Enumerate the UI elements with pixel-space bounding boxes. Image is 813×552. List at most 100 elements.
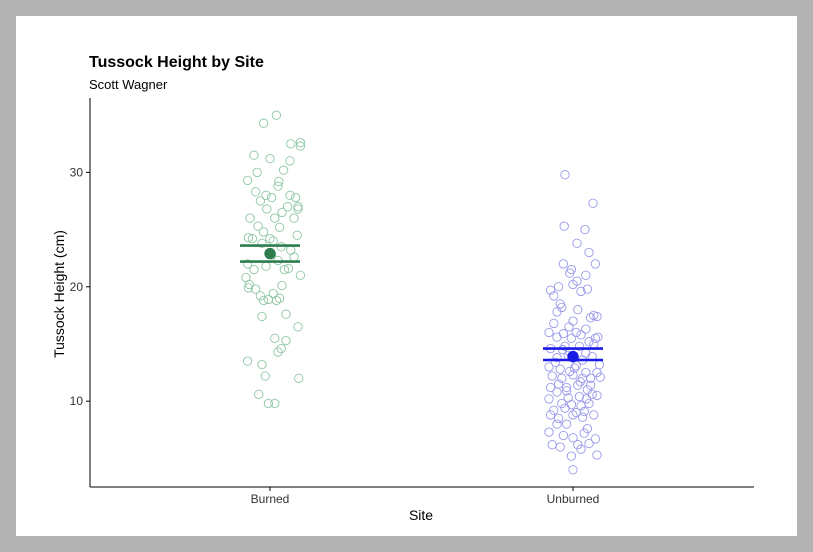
unburned-data-point	[544, 427, 554, 437]
burned-data-point	[281, 309, 291, 319]
burned-data-point	[271, 295, 282, 306]
unburned-data-point	[564, 322, 574, 332]
unburned-mean-point	[567, 350, 579, 363]
unburned-data-point	[552, 387, 562, 397]
unburned-data-point	[584, 398, 594, 409]
burned-data-point	[243, 232, 254, 243]
unburned-data-point	[547, 371, 557, 381]
figure-frame: Tussock Height by Site Scott Wagner 10 20…	[16, 16, 797, 536]
unburned-data-point	[576, 286, 586, 297]
unburned-data-point	[569, 363, 580, 373]
unburned-data-point	[566, 333, 577, 343]
burned-data-point	[270, 213, 280, 223]
unburned-data-point	[590, 434, 601, 444]
burned-data-point	[278, 165, 289, 175]
burned-data-point	[266, 192, 277, 203]
unburned-data-point	[577, 412, 588, 422]
burned-data-point	[285, 156, 295, 166]
scatter-chart: 10 20 30 Burned Unburned Site Tussock Height…	[51, 98, 754, 523]
x-tick-label: Burned	[251, 492, 290, 506]
unburned-data-point	[585, 380, 596, 390]
unburned-data-point	[587, 389, 597, 399]
burned-data-point	[257, 359, 267, 370]
burned-data-point	[262, 204, 272, 214]
burned-data-point	[263, 398, 274, 409]
unburned-data-point	[573, 305, 583, 315]
unburned-data-point	[585, 373, 596, 383]
unburned-data-point	[574, 391, 585, 402]
unburned-data-point	[594, 359, 605, 370]
unburned-data-point	[568, 410, 578, 420]
burned-data-point	[258, 295, 269, 306]
burned-data-point	[294, 373, 304, 383]
burned-data-point	[249, 150, 259, 160]
unburned-data-point	[552, 307, 562, 317]
unburned-data-point	[592, 450, 602, 460]
axes: 10 20 30 Burned Unburned	[70, 98, 754, 506]
unburned-data-point	[588, 198, 598, 208]
unburned-data-point	[561, 386, 572, 396]
burned-data-point	[289, 252, 299, 262]
unburned-data-point	[552, 419, 562, 429]
burned-data-point	[276, 343, 286, 354]
burned-data-point	[277, 280, 287, 291]
unburned-data-point	[581, 270, 591, 280]
unburned-data-point	[555, 364, 565, 374]
burned-data-point	[295, 137, 306, 148]
burned-data-point	[290, 192, 301, 203]
unburned-data-point	[568, 279, 578, 290]
burned-data-point	[282, 202, 293, 212]
x-axis-label: Site	[409, 507, 433, 523]
unburned-data-point	[549, 405, 559, 415]
y-tick-label: 20	[70, 280, 84, 294]
burned-data-point	[253, 221, 263, 231]
unburned-data-point	[566, 264, 577, 275]
unburned-data-point	[558, 329, 569, 339]
unburned-data-point	[544, 362, 554, 372]
burned-data-point	[274, 222, 285, 232]
burned-data-point	[279, 264, 290, 275]
burned-data-point	[258, 118, 269, 128]
unburned-data-point	[549, 318, 559, 329]
unburned-data-point	[566, 451, 577, 461]
unburned-data-point	[581, 367, 591, 378]
unburned-data-point	[549, 291, 559, 301]
burned-data-point	[258, 227, 269, 237]
unburned-data-point	[581, 348, 591, 358]
burned-data-point	[293, 322, 303, 332]
unburned-data-point	[590, 259, 601, 269]
unburned-data-point	[568, 316, 578, 326]
data-points	[241, 110, 605, 475]
unburned-data-point	[560, 341, 570, 351]
unburned-data-point	[547, 440, 557, 450]
unburned-data-point	[568, 370, 578, 380]
unburned-data-point	[545, 285, 556, 295]
burned-data-point	[249, 264, 259, 275]
burned-data-point	[260, 371, 270, 381]
unburned-data-point	[593, 332, 603, 342]
unburned-data-point	[576, 444, 586, 454]
unburned-data-point	[568, 433, 578, 443]
y-tick-label: 30	[70, 165, 84, 179]
unburned-data-point	[584, 337, 594, 347]
unburned-data-point	[581, 324, 591, 334]
unburned-data-point	[561, 382, 572, 393]
y-axis-label: Tussock Height (cm)	[51, 230, 67, 358]
unburned-data-point	[585, 313, 596, 323]
burned-data-point	[281, 335, 291, 346]
unburned-data-point	[557, 398, 567, 409]
burned-data-point	[255, 291, 266, 301]
burned-data-point	[257, 238, 267, 248]
burned-data-point	[292, 230, 302, 240]
burned-data-point	[271, 110, 282, 120]
burned-data-point	[293, 202, 303, 212]
burned-data-point	[254, 389, 264, 399]
burned-data-point	[252, 167, 262, 178]
unburned-data-point	[595, 372, 605, 382]
unburned-data-point	[565, 366, 575, 377]
unburned-data-point	[584, 438, 594, 449]
unburned-data-point	[550, 357, 561, 367]
unburned-data-point	[580, 224, 590, 235]
burned-data-point	[265, 153, 275, 164]
unburned-data-point	[589, 410, 599, 420]
